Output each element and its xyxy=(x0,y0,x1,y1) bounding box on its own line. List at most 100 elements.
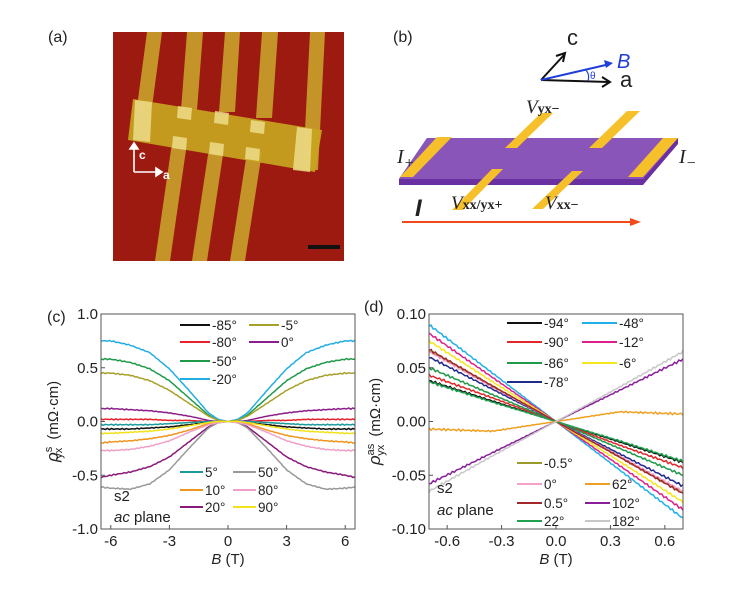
series-line-182° xyxy=(428,349,684,494)
series-line-80° xyxy=(100,420,356,452)
legend-item--0.5°: -0.5° xyxy=(517,456,573,471)
legend-label: -86° xyxy=(544,356,569,371)
x-tick-label: 3 xyxy=(282,533,290,550)
panel-d-label: (d) xyxy=(364,299,384,316)
legend-label: 20° xyxy=(205,500,225,515)
i-minus-label: I− xyxy=(678,146,696,172)
legend-label: -90° xyxy=(544,335,569,350)
legend-label: 102° xyxy=(612,496,640,511)
y-tick-label: 0.00 xyxy=(397,414,426,431)
x-tick-label: -0.3 xyxy=(489,533,515,550)
axis-a-label: a xyxy=(620,67,633,92)
current-label: I xyxy=(415,195,423,222)
axis-c-label: c xyxy=(567,25,578,50)
x-tick-label: -6 xyxy=(104,533,117,550)
legend-label: -80° xyxy=(212,335,237,350)
b-field-label: B xyxy=(617,51,630,73)
y-tick-label: 0.5 xyxy=(77,360,98,377)
legend-label: 0° xyxy=(281,335,294,350)
legend-label: -12° xyxy=(619,335,644,350)
x-tick-label: 0.0 xyxy=(546,533,567,550)
legend-item-5°: 5° xyxy=(180,465,218,480)
panel-c-label: (c) xyxy=(47,309,66,326)
y-tick-label: -0.05 xyxy=(392,467,426,484)
chart-c-plane-label: ac plane xyxy=(114,509,171,526)
axis-a-label: a xyxy=(163,168,170,182)
legend-item--6°: -6° xyxy=(582,356,636,371)
y-tick-label: -0.5 xyxy=(72,467,98,484)
legend-label: -5° xyxy=(281,318,298,333)
y-axis-label: ρsyx (mΩ·cm) xyxy=(43,381,65,463)
legend-item-80°: 80° xyxy=(233,483,278,498)
legend-label: -50° xyxy=(212,354,237,369)
contact-pads xyxy=(133,100,312,172)
legend-item--50°: -50° xyxy=(180,354,237,369)
y-tick-label: 0.0 xyxy=(77,414,98,431)
legend-label: -94° xyxy=(544,316,569,331)
axis-c-label: c xyxy=(139,148,146,162)
x-tick-label: 6 xyxy=(341,533,349,550)
legend-label: 0.5° xyxy=(544,496,568,511)
legend-item-0°: 0° xyxy=(249,335,294,350)
legend-label: -78° xyxy=(544,375,569,390)
legend-item--12°: -12° xyxy=(582,335,644,350)
legend-label: 10° xyxy=(205,483,225,498)
legend-item--80°: -80° xyxy=(180,335,237,350)
legend-label: 0° xyxy=(544,477,557,492)
v-xx-yx-plus-label: Vxx/yx+ xyxy=(451,193,502,214)
i-plus-label: I+ xyxy=(396,146,414,172)
v-xx-minus-label: Vxx− xyxy=(545,193,579,214)
panel-b-label: (b) xyxy=(393,29,413,46)
crystal-axes-icon xyxy=(540,51,613,88)
panel-a: (a) c a xyxy=(48,29,344,261)
legend-label: -6° xyxy=(619,356,636,371)
legend-item--5°: -5° xyxy=(249,318,298,333)
legend-item-182°: 182° xyxy=(585,514,640,529)
electrode-pads xyxy=(400,111,678,210)
chart-c: -6 -3 0 3 6 1.0 0.5 0.0 -0.5 -1.0 B (T) ρsyx (mΩ·cm… xyxy=(43,306,356,568)
legend-item-0°: 0° xyxy=(517,477,557,492)
legend-item-0.5°: 0.5° xyxy=(517,496,568,511)
y-tick-label: -0.10 xyxy=(392,521,426,538)
legend-label: 50° xyxy=(258,465,278,480)
legend-item-22°: 22° xyxy=(517,514,564,529)
x-tick-label: 0 xyxy=(224,533,232,550)
legend-label: 80° xyxy=(258,483,278,498)
x-axis-label: B (T) xyxy=(539,551,572,568)
legend-label: -0.5° xyxy=(544,456,573,471)
legend-item--90°: -90° xyxy=(507,335,569,350)
legend-item-62°: 62° xyxy=(585,477,632,492)
y-tick-label: 1.0 xyxy=(77,306,98,323)
x-tick-label: 0.3 xyxy=(600,533,621,550)
current-arrowhead-icon xyxy=(630,218,641,226)
legend-label: -85° xyxy=(212,318,237,333)
legend-label: -20° xyxy=(212,372,237,387)
legend-label: -48° xyxy=(619,316,644,331)
legend-label: 5° xyxy=(205,465,218,480)
legend-item--78°: -78° xyxy=(507,375,569,390)
legend-label: 22° xyxy=(544,514,564,529)
x-tick-label: 0.6 xyxy=(654,533,675,550)
legend-item-20°: 20° xyxy=(180,500,225,515)
axes-arrows-icon xyxy=(128,141,164,178)
legend-item-102°: 102° xyxy=(585,496,640,511)
legend-item-90°: 90° xyxy=(233,500,278,515)
chart-c-sample-label: s2 xyxy=(114,488,130,505)
panel-a-label: (a) xyxy=(48,29,68,46)
crystal-flake xyxy=(128,99,322,172)
x-tick-label: -3 xyxy=(163,533,176,550)
theta-label: θ xyxy=(590,71,596,82)
y-axis-label: ρasyx (mΩ·cm) xyxy=(365,378,387,466)
x-axis-label: B (T) xyxy=(211,551,244,568)
series-line-20° xyxy=(100,420,356,479)
legend-item--85°: -85° xyxy=(180,318,237,333)
y-tick-label: 0.05 xyxy=(397,360,426,377)
legend-item--94°: -94° xyxy=(507,316,569,331)
panel-b: (b) c a B θ I+ I− Vyx− Vxx/yx+ Vxx− I xyxy=(393,25,696,226)
legend-item--86°: -86° xyxy=(507,356,569,371)
legend-item--48°: -48° xyxy=(582,316,644,331)
legend-item-50°: 50° xyxy=(233,465,278,480)
y-tick-label: 0.10 xyxy=(397,306,426,323)
y-tick-label: -1.0 xyxy=(72,521,98,538)
